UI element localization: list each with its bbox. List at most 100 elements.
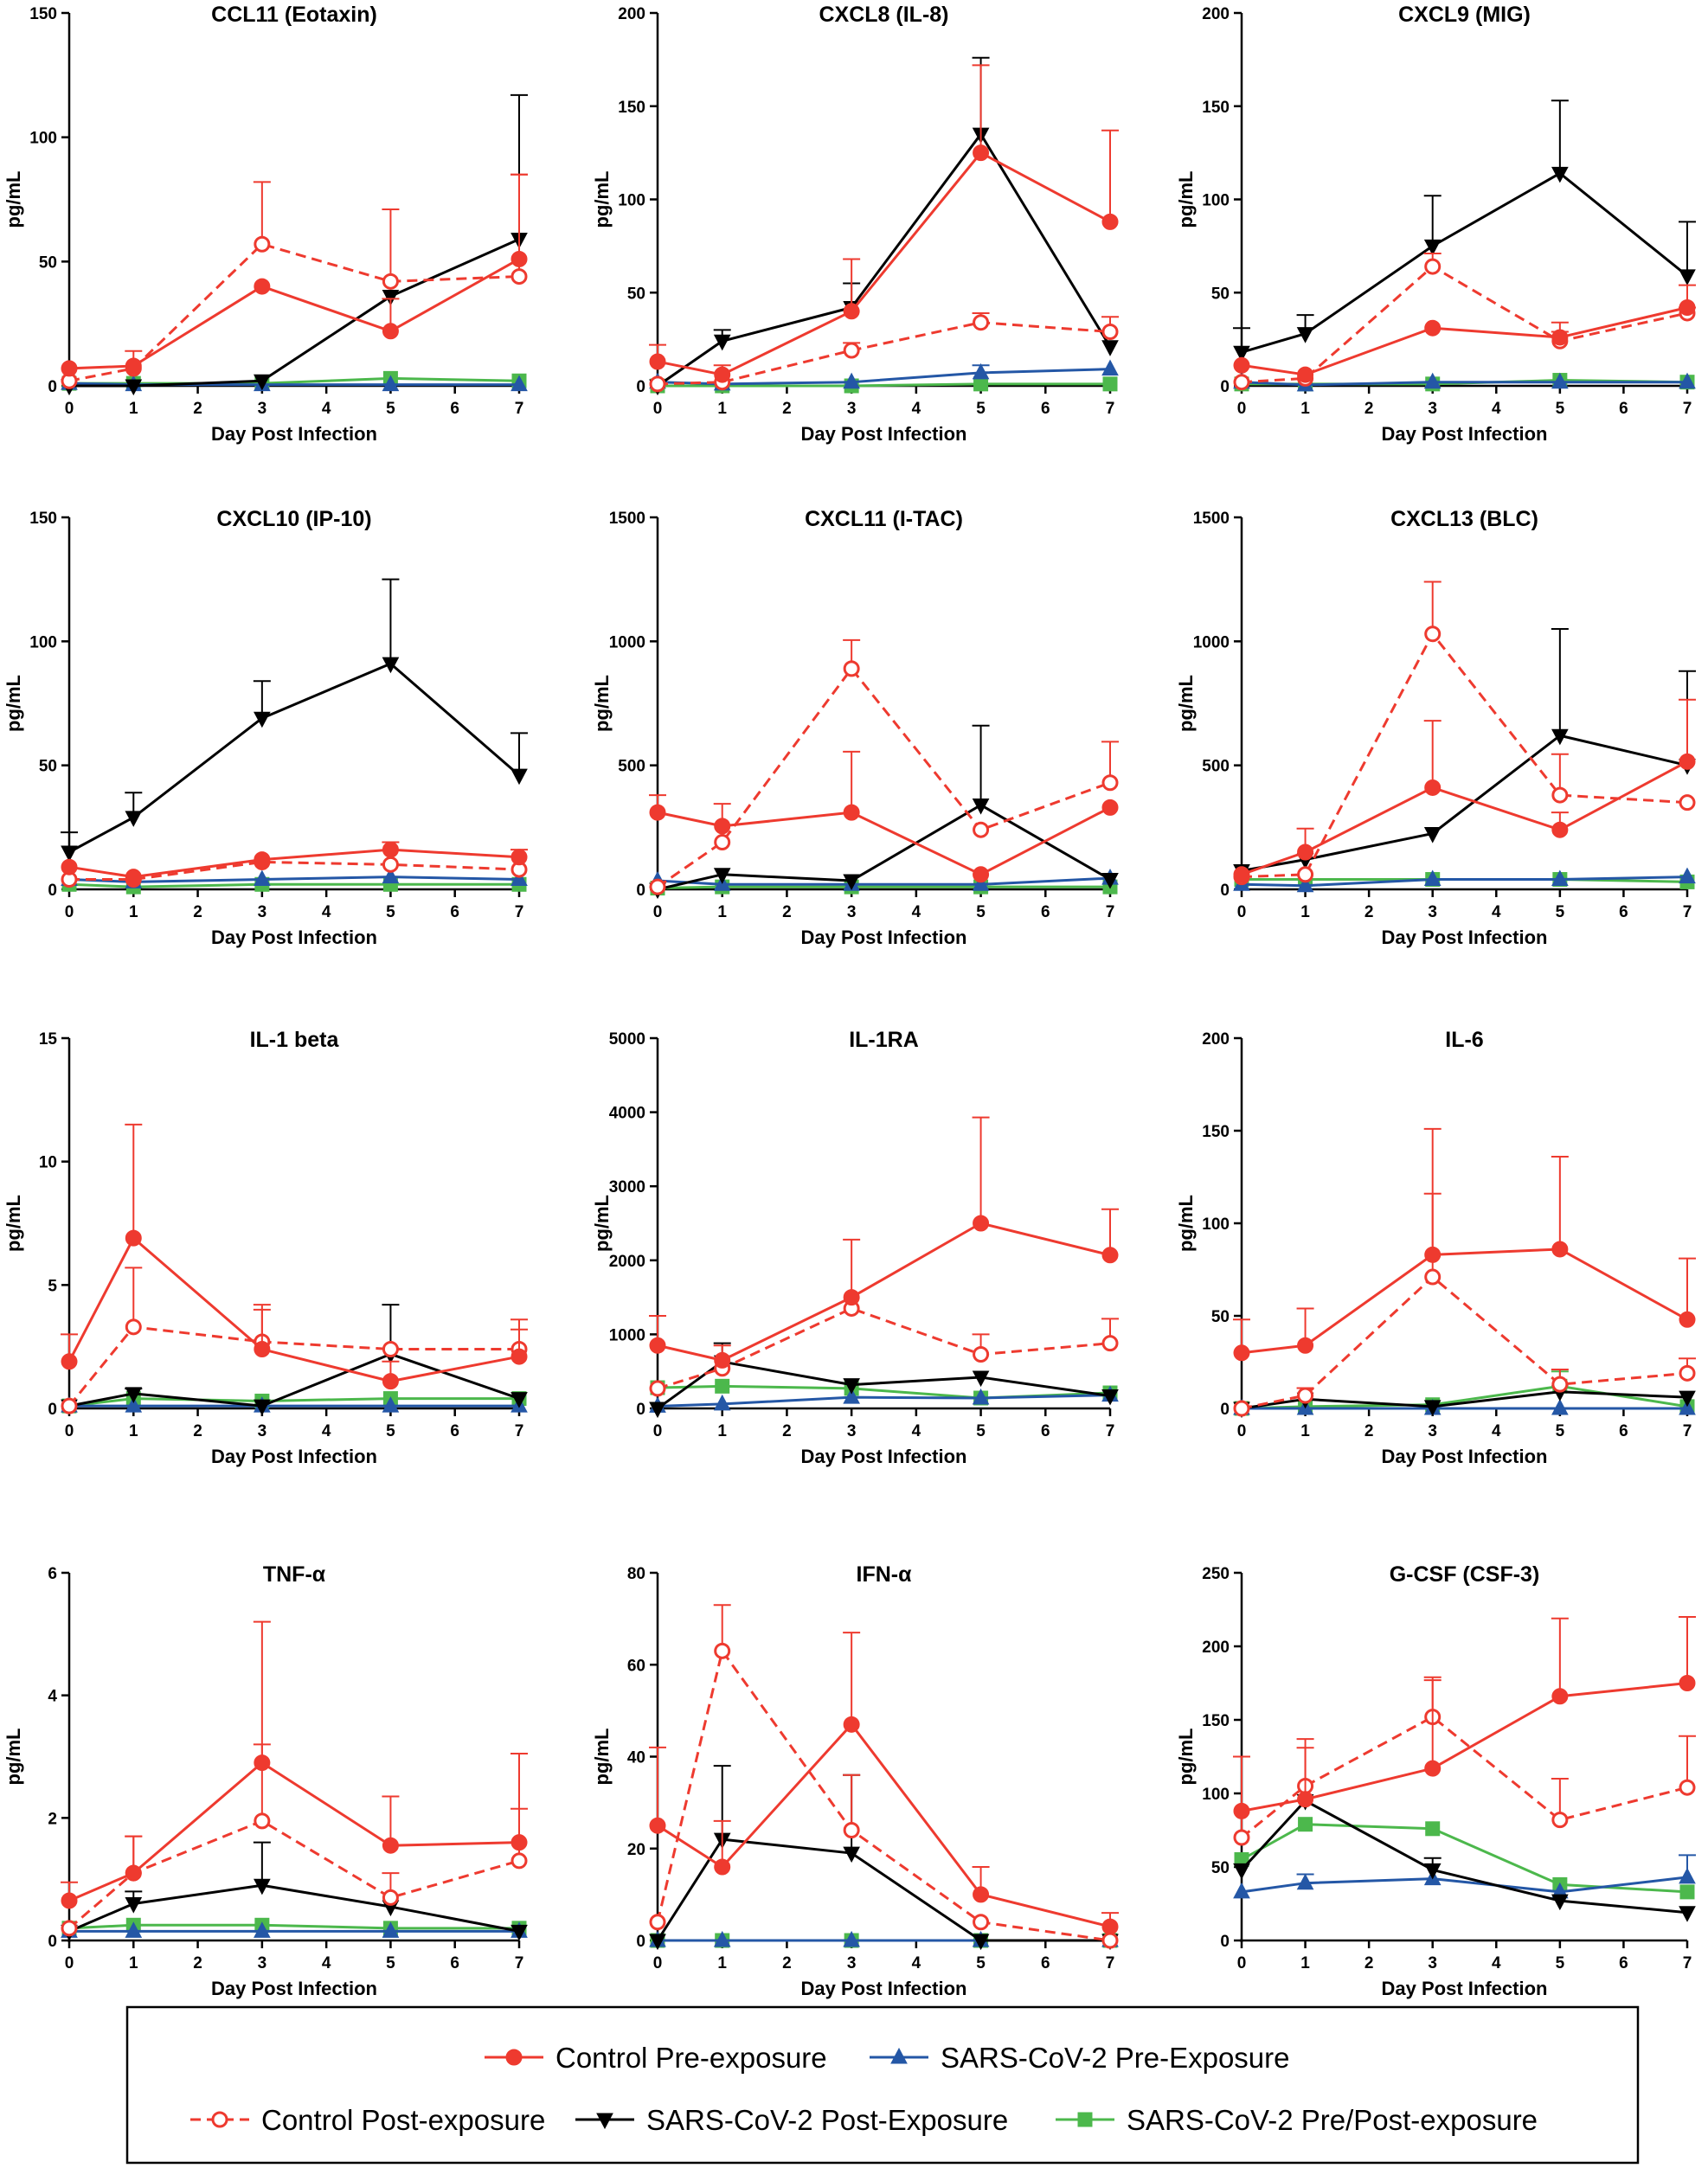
y-tick-label: 50 [39,253,57,272]
y-tick-label: 50 [1211,1308,1230,1326]
data-point [843,1388,860,1404]
panel-title: CXCL11 (I-TAC) [805,507,963,531]
data-point [1551,329,1569,346]
data-point [254,711,271,728]
data-point [1551,372,1569,389]
series-control-pre-exposure [1233,1127,1696,1362]
data-point [1423,372,1442,389]
y-tick-label: 100 [29,130,57,148]
x-tick-label: 2 [1364,400,1374,418]
x-tick-label: 1 [1300,400,1310,418]
data-point [510,1834,528,1851]
legend-label: SARS-CoV-2 Pre/Post-exposure [1127,2104,1538,2136]
data-point [254,374,271,391]
data-point [254,869,271,887]
x-tick-label: 2 [193,903,202,921]
data-point [125,1318,142,1336]
y-tick-label: 0 [1220,1401,1230,1419]
data-point [1679,794,1696,811]
data-point [1551,166,1569,183]
data-point [713,1394,731,1411]
data-point [1233,1863,1250,1880]
series-control-post-exposure [1233,580,1696,886]
y-axis-label: pg/mL [1175,1195,1197,1252]
y-tick-label: 0 [48,882,57,900]
data-point [1551,821,1569,838]
x-tick-label: 7 [1106,400,1115,418]
x-tick-label: 5 [386,1954,395,1972]
x-tick-label: 0 [65,903,74,921]
panel-title: IL-6 [1445,1028,1483,1052]
x-tick-label: 6 [1041,903,1050,921]
x-tick-label: 7 [1106,1422,1115,1440]
data-point [1296,1873,1314,1890]
data-point [61,1353,78,1370]
data-point [649,1934,666,1951]
data-point [1679,1390,1696,1408]
data-point [1551,1894,1569,1911]
x-tick-label: 4 [322,1422,331,1440]
y-axis-label: pg/mL [1175,171,1197,228]
panel-title: CXCL9 (MIG) [1398,3,1531,27]
data-point [1297,1791,1314,1808]
data-point [843,1930,860,1947]
x-tick-label: 0 [653,1422,663,1440]
y-tick-label: 50 [627,285,645,303]
series-line [67,1236,520,1383]
x-axis-label: Day Post Infection [1382,423,1548,445]
data-point [382,856,399,873]
y-tick-label: 5000 [609,1030,645,1049]
data-point [843,1289,860,1306]
data-point [973,1346,990,1363]
data-point [382,1373,399,1390]
x-tick-label: 0 [653,903,663,921]
x-axis-label: Day Post Infection [801,927,967,948]
x-tick-label: 6 [450,400,459,418]
x-tick-label: 6 [1041,1954,1050,1972]
x-tick-label: 4 [322,400,331,418]
data-point [254,1921,271,1938]
data-point [843,342,860,359]
data-point [1101,1932,1119,1949]
data-point [125,1897,143,1914]
data-point [382,657,400,674]
data-point [382,273,399,290]
y-tick-label: 50 [1211,285,1230,303]
data-point [843,1378,860,1395]
data-point [1101,1389,1119,1406]
y-tick-label: 1500 [609,510,645,528]
y-tick-label: 0 [1220,378,1230,396]
data-point [125,811,143,827]
x-tick-label: 5 [976,1422,986,1440]
x-tick-label: 7 [515,400,524,418]
data-point [382,375,400,392]
x-tick-label: 5 [1556,400,1565,418]
x-tick-label: 4 [1492,400,1501,418]
x-tick-label: 4 [912,903,921,921]
series-line [1241,306,1688,376]
legend-label: Control Post-exposure [261,2104,545,2136]
panel-ifn: IFN-α 0 20 40 60 80 0 1 2 3 4 5 6 7 Day Post Infection… [591,1562,1119,1999]
data-point [61,858,78,876]
data-point [1233,356,1250,374]
panel-title: G-CSF (CSF-3) [1390,1562,1540,1587]
y-tick-label: 100 [1202,1215,1230,1234]
series-control-pre-exposure [61,1123,528,1390]
data-point [1101,324,1119,341]
panel-il-6: IL-6 0 50 100 150 200 0 1 2 3 4 5 6 7 Day Post Infecti… [1175,1028,1696,1467]
data-point [1297,366,1314,383]
series-control-pre-exposure [1233,284,1696,383]
y-tick-label: 150 [29,5,57,23]
x-tick-label: 4 [322,903,331,921]
data-point [254,1754,271,1772]
panel-title: CCL11 (Eotaxin) [211,3,377,27]
data-point [1423,1863,1442,1880]
data-point [1679,269,1696,285]
x-tick-label: 1 [717,903,727,921]
data-point [510,1924,528,1941]
series-control-pre-exposure [1233,698,1696,883]
y-tick-label: 100 [29,633,57,651]
y-tick-label: 200 [1202,1030,1230,1049]
x-tick-label: 5 [1556,1954,1565,1972]
y-tick-label: 0 [1220,1933,1230,1951]
